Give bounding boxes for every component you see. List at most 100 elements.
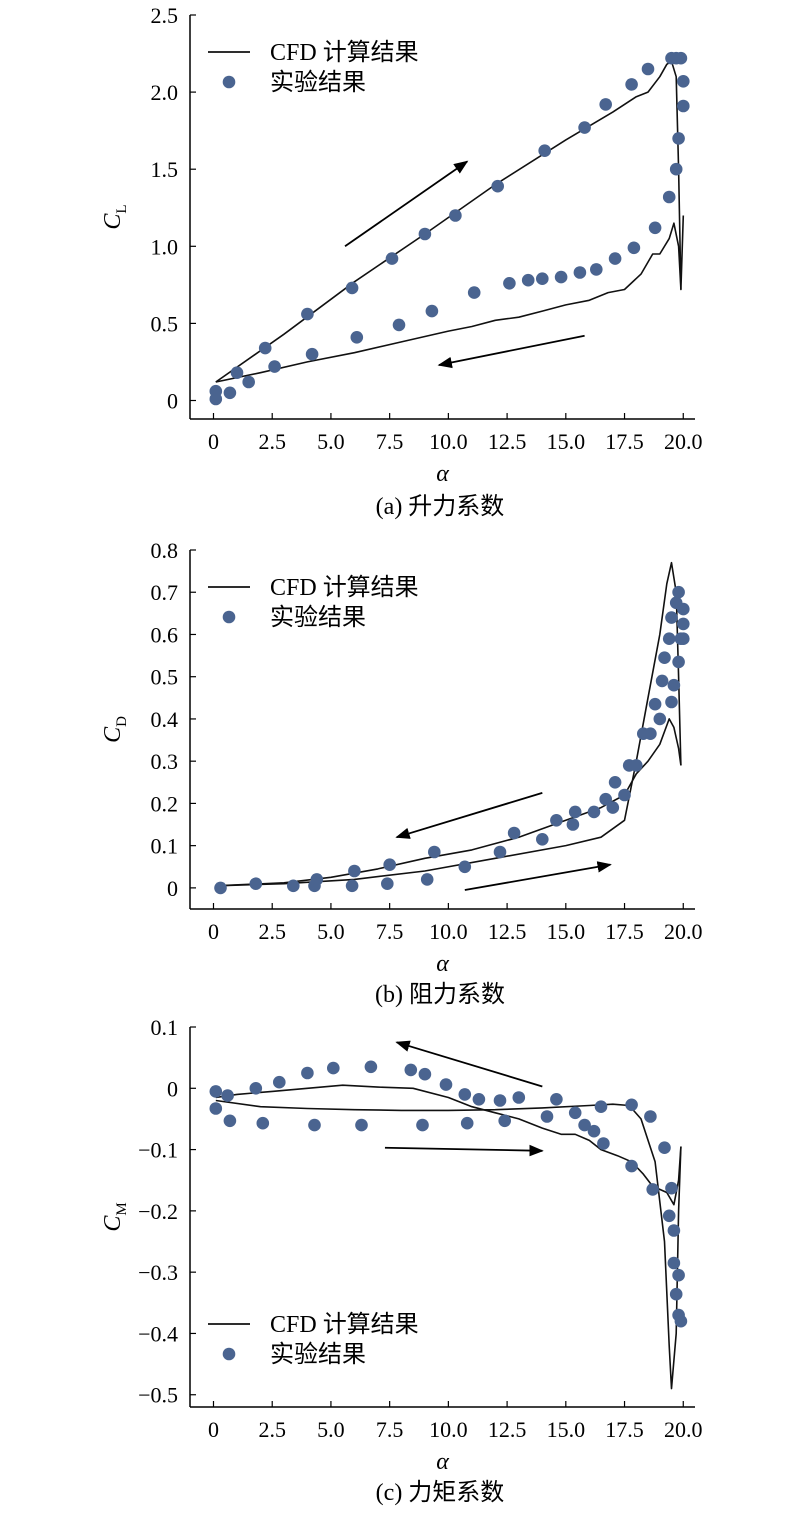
experiment-point	[625, 1098, 638, 1112]
experiment-point	[587, 805, 601, 819]
experiment-point	[665, 695, 678, 709]
experiment-point	[655, 674, 669, 688]
experiment-point	[625, 78, 638, 91]
x-tick-label: 17.5	[605, 429, 644, 454]
cfd-curve-line	[215, 60, 685, 383]
experiment-point	[381, 877, 394, 890]
experiment-point	[590, 263, 603, 276]
chart-panel-1: 0 2.5 5.0 7.5 10.0 12.5 15.0 17.5 20.0 0 0.1 0.2 0.3…	[100, 538, 703, 1008]
experiment-point	[345, 879, 359, 893]
y-tick-label: 0.6	[151, 622, 179, 647]
experiment-point	[536, 272, 549, 286]
experiment-point	[667, 1256, 681, 1270]
legend-marker-swatch	[222, 610, 236, 624]
legend-label-cfd: CFD 计算结果	[270, 1311, 419, 1338]
y-tick-label: 2.0	[151, 80, 179, 105]
experiment-point	[669, 1287, 683, 1301]
x-tick-label: 17.5	[605, 1417, 644, 1442]
x-tick-label: 20.0	[664, 919, 703, 944]
experiment-point	[385, 252, 399, 265]
experiment-point	[674, 1314, 688, 1328]
experiment-point	[608, 252, 622, 265]
x-tick-label: 5.0	[317, 919, 345, 944]
experiment-point	[383, 858, 397, 871]
experiment-point	[493, 845, 507, 859]
x-tick-label: 15.0	[547, 429, 586, 454]
y-axis-label-main: C	[100, 1215, 126, 1232]
experiment-point	[521, 273, 535, 287]
experiment-point	[658, 1141, 671, 1154]
x-tick-label: 10.0	[429, 429, 468, 454]
x-tick-label: 7.5	[376, 429, 404, 454]
y-axis-label-main: C	[100, 213, 126, 230]
y-tick-label: −0.1	[138, 1138, 178, 1163]
experiment-point	[550, 814, 563, 827]
experiment-point	[249, 1082, 263, 1095]
experiment-point	[209, 1102, 223, 1115]
experiment-point	[458, 860, 472, 874]
experiment-point	[538, 144, 551, 157]
y-axis-label: CD	[100, 716, 130, 743]
y-tick-label: 0.7	[151, 580, 179, 605]
experiment-point	[573, 266, 587, 279]
experiment-point	[644, 1110, 657, 1123]
experiment-point	[641, 62, 655, 76]
experiment-point	[287, 879, 300, 893]
x-axis-label: α	[436, 461, 449, 487]
y-tick-label: 0.5	[151, 311, 179, 336]
experiment-point	[230, 366, 244, 380]
direction-arrow	[395, 791, 543, 839]
y-tick-label: 0.5	[151, 665, 179, 690]
experiment-point	[242, 375, 255, 389]
experiment-point	[644, 727, 657, 740]
legend-label-experiment: 实验结果	[270, 604, 366, 631]
x-tick-label: 5.0	[317, 429, 345, 454]
experiment-point	[677, 617, 690, 631]
x-tick-label: 7.5	[376, 919, 404, 944]
x-axis-label: α	[436, 951, 449, 977]
experiment-point	[606, 801, 620, 814]
experiment-point	[348, 864, 361, 878]
experiment-point	[669, 162, 683, 176]
experiment-point	[630, 759, 643, 772]
experiment-point	[439, 1078, 453, 1091]
x-tick-label: 12.5	[488, 429, 527, 454]
x-axis-label: α	[436, 1449, 449, 1475]
experiment-point	[493, 1094, 507, 1107]
y-axis-label-subscript: L	[114, 204, 130, 213]
experiment-point	[418, 227, 432, 241]
experiment-point	[618, 788, 631, 802]
experiment-point	[599, 792, 612, 806]
cfd-curve-line	[215, 1099, 682, 1390]
x-tick-label: 15.0	[547, 1417, 586, 1442]
y-tick-label: 0.8	[151, 538, 179, 563]
x-tick-label: 10.0	[429, 919, 468, 944]
experiment-point	[503, 277, 516, 290]
y-tick-label: 0	[167, 876, 178, 901]
experiment-point	[662, 632, 676, 645]
experiment-point	[472, 1093, 486, 1106]
x-tick-label: 12.5	[488, 919, 527, 944]
y-tick-label: 0	[167, 388, 178, 413]
experiment-point	[458, 1088, 472, 1101]
figure-caption: (c) 力矩系数	[376, 1479, 505, 1506]
experiment-point	[209, 1085, 223, 1098]
experiment-point	[460, 1116, 474, 1130]
experiment-point	[540, 1110, 554, 1123]
experiment-point	[677, 602, 690, 616]
experiment-point	[658, 651, 671, 664]
cfd-curve-line	[215, 1084, 682, 1206]
experiment-point	[677, 99, 690, 113]
experiment-point	[674, 51, 688, 65]
direction-arrow	[464, 861, 612, 891]
experiment-point	[301, 307, 314, 321]
experiment-point	[449, 209, 462, 222]
y-axis-label-main: C	[100, 726, 126, 743]
experiment-point	[308, 1118, 321, 1132]
y-tick-label: 1.5	[151, 157, 179, 182]
experiment-point	[550, 1093, 563, 1106]
figure-caption: (a) 升力系数	[376, 493, 505, 520]
x-tick-label: 12.5	[488, 1417, 527, 1442]
